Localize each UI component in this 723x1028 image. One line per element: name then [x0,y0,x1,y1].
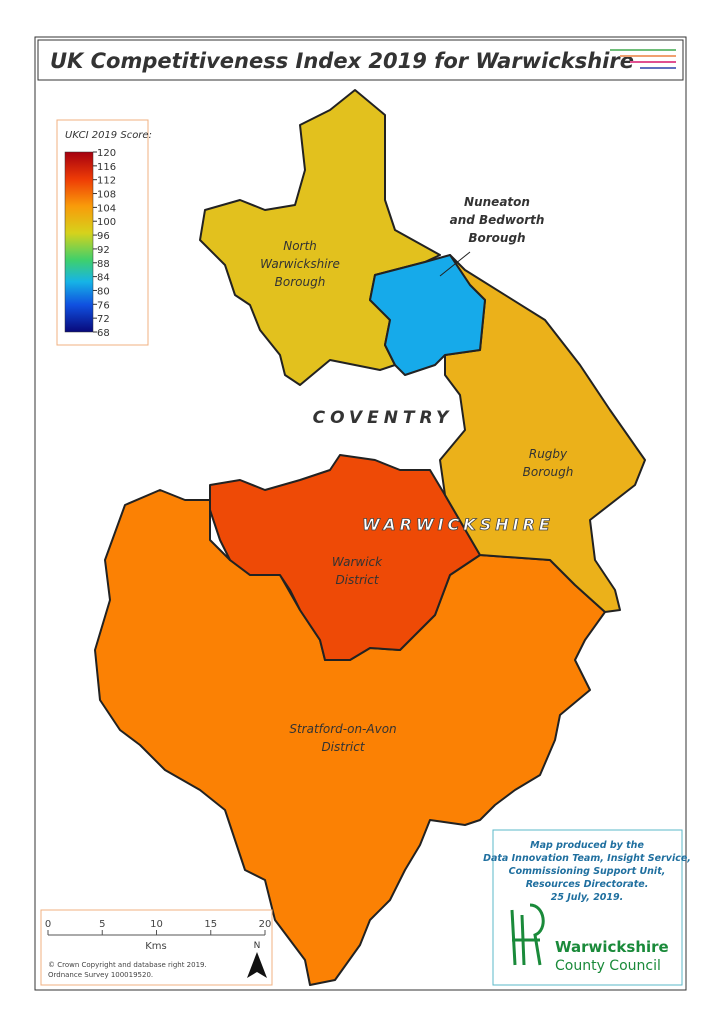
legend-tick-label: 72 [97,314,110,325]
north-arrow [247,952,267,978]
legend-tick-label: 80 [97,286,110,297]
warwick-region [209,454,481,661]
credit-line: Data Innovation Team, Insight Service, [483,853,691,864]
place-label: COVENTRY [313,408,454,428]
legend-tick-label: 116 [97,162,116,173]
scale-tick-label: 5 [99,919,105,930]
copyright: © Crown Copyright and database right 201… [48,961,207,969]
logo-mark [510,903,545,966]
scale-tick-label: 15 [204,919,217,930]
legend-tick-label: 100 [97,217,116,228]
north-label: N [254,941,261,951]
region-label: Warwickshire [260,257,340,271]
legend-tick-label: 104 [97,203,116,214]
legend-tick-label: 112 [97,176,116,187]
region-labels: North Warwickshire Borough Nuneaton and Bedw… [260,195,573,754]
credit-line: Map produced by the [530,840,644,851]
region-label: Borough [468,231,525,245]
legend-tick-label: 120 [97,148,116,159]
legend-tick-label: 92 [97,245,110,256]
scale-ticks: 0 5 10 15 20 [45,919,272,935]
legend-ticks: 120 116 112 108 104 100 96 92 88 84 80 76 72 68 [93,148,116,339]
region-label: Stratford-on-Avon [289,722,396,736]
region-label: Borough [523,465,574,479]
region-label: District [321,740,365,754]
color-ramp [64,151,94,333]
region-label: North [283,239,317,253]
legend-tick-label: 96 [97,231,110,242]
legend-tick-label: 68 [97,328,110,339]
title-box [37,39,684,81]
legend-tick-label: 88 [97,259,110,270]
credit-line: Commissioning Support Unit, [509,866,666,877]
legend-title: UKCI 2019 Score: [65,130,152,141]
credits: Map produced by the Data Innovation Team,… [483,840,691,903]
region-label: Nuneaton [464,195,530,209]
scale-tick-label: 0 [45,919,51,930]
logo-text: Warwickshire [555,938,669,956]
regions [94,89,646,986]
region-label: District [335,573,379,587]
scale-box [40,909,273,986]
title: UK Competitiveness Index 2019 for Warwic… [50,49,634,73]
scale-tick-label: 10 [150,919,163,930]
title-decoration [610,49,676,69]
legend-tick-label: 108 [97,190,116,201]
region-label: Borough [275,275,326,289]
copyright: Ordnance Survey 100019520. [48,971,153,979]
nuneaton-region [369,254,486,376]
legend-tick-label: 84 [97,273,110,284]
scale-unit: Kms [145,941,167,952]
logo-text: County Council [555,958,661,974]
credit-line: 25 July, 2019. [551,892,624,903]
place-label: WARWICKSHIRE [362,515,554,534]
frame [34,36,687,991]
region-label: Warwick [332,555,383,569]
leader-line [439,251,471,277]
legend-tick-label: 76 [97,300,110,311]
credit-line: Resources Directorate. [526,879,649,890]
region-label: Rugby [529,447,568,461]
scale-tick-label: 20 [259,919,272,930]
region-label: and Bedworth [450,213,545,227]
